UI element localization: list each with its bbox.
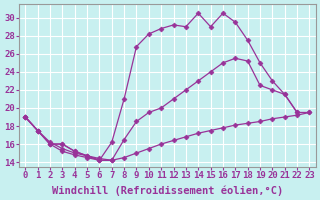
X-axis label: Windchill (Refroidissement éolien,°C): Windchill (Refroidissement éolien,°C)	[52, 185, 283, 196]
